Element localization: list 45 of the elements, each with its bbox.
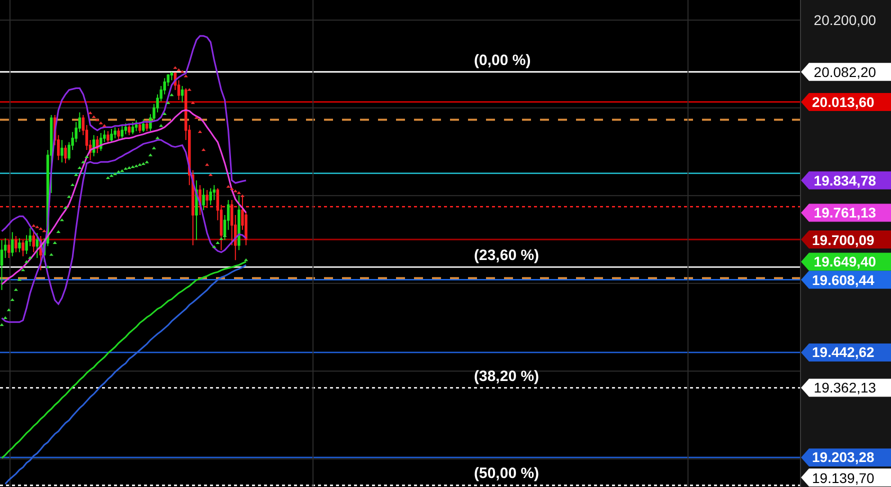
candlestick: [0, 239, 4, 291]
annotation: (0,00 %): [474, 52, 531, 69]
y-tick-label: 19.761,13: [814, 204, 876, 221]
candlestick: [238, 194, 240, 251]
candlestick: [14, 236, 18, 253]
ref-line-label: 20.013,60: [812, 94, 874, 110]
annotation: (23,60 %): [474, 247, 540, 264]
candlestick: [146, 120, 148, 132]
annotation: (50,00 %): [474, 465, 540, 482]
candlestick: [64, 144, 67, 164]
candlestick: [134, 120, 138, 132]
candlestick: [124, 122, 128, 135]
candlestick: [212, 184, 216, 201]
ref-line-label: 19.608,44: [812, 272, 874, 288]
candlestick: [60, 139, 64, 163]
candlestick: [128, 124, 131, 136]
candlestick: [110, 128, 113, 143]
candlestick: [120, 125, 124, 139]
candlestick: [36, 232, 39, 258]
candlestick: [11, 232, 14, 257]
candlestick: [106, 130, 110, 144]
candlestick: [114, 126, 116, 139]
y-tick-label: 19.834,78: [814, 172, 876, 188]
ref-line-label: 19.700,09: [812, 232, 874, 248]
ref-line-label: 19.139,70: [812, 470, 874, 486]
y-tick-label: 19.649,40: [814, 254, 876, 270]
candlestick: [209, 188, 212, 206]
y-tick-label: 20.082,20: [814, 64, 876, 80]
line-series: [0, 109, 247, 286]
candlestick: [117, 128, 120, 140]
candlestick: [138, 121, 142, 134]
candlestick: [7, 239, 10, 258]
ref-line-label: 19.203,28: [812, 449, 874, 465]
candlestick: [142, 118, 145, 133]
candlestick: [22, 239, 24, 257]
candlestick: [202, 188, 205, 211]
y-tick-label: 19.362,13: [814, 380, 876, 396]
ref-line-label: 19.442,62: [812, 344, 874, 360]
annotation: (38,20 %): [474, 368, 540, 385]
candlestick: [18, 238, 21, 253]
candlestick: [32, 229, 35, 253]
candlestick: [92, 134, 96, 157]
candlestick: [180, 85, 184, 103]
y-tick-label: 20.200,00: [814, 12, 876, 28]
candlestick: [131, 121, 134, 135]
